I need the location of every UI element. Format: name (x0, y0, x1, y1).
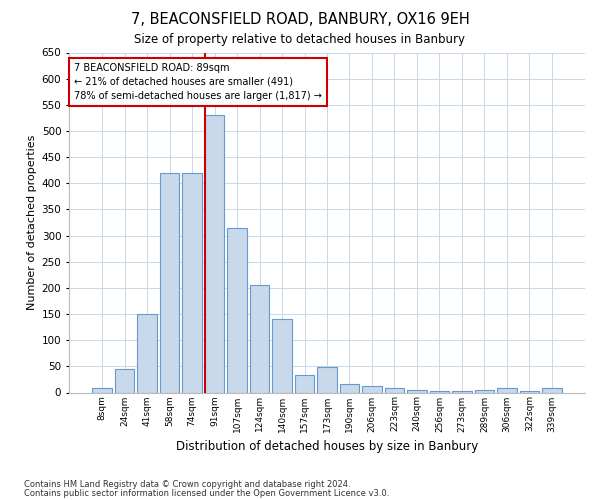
X-axis label: Distribution of detached houses by size in Banbury: Distribution of detached houses by size … (176, 440, 478, 453)
Bar (475, 390, 494, 392)
Bar (137, 314, 157, 392)
Bar (407, 390, 427, 392)
Bar (295, 375, 314, 392)
Text: Contains public sector information licensed under the Open Government Licence v3: Contains public sector information licen… (24, 488, 389, 498)
Bar (452, 391, 472, 392)
Bar (205, 116, 224, 392)
Bar (520, 391, 539, 392)
Text: Contains HM Land Registry data © Crown copyright and database right 2024.: Contains HM Land Registry data © Crown c… (24, 480, 350, 489)
Bar (497, 388, 517, 392)
Y-axis label: Number of detached properties: Number of detached properties (28, 135, 37, 310)
Text: Size of property relative to detached houses in Banbury: Size of property relative to detached ho… (134, 32, 466, 46)
Bar (542, 388, 562, 392)
Bar (227, 228, 247, 392)
Bar (160, 173, 179, 392)
Bar (340, 384, 359, 392)
Bar (182, 173, 202, 392)
Bar (430, 391, 449, 392)
Bar (385, 388, 404, 392)
Bar (115, 369, 134, 392)
Text: 7 BEACONSFIELD ROAD: 89sqm
← 21% of detached houses are smaller (491)
78% of sem: 7 BEACONSFIELD ROAD: 89sqm ← 21% of deta… (74, 62, 322, 100)
Bar (250, 286, 269, 393)
Bar (317, 368, 337, 392)
Bar (362, 386, 382, 392)
Bar (272, 320, 292, 392)
Bar (92, 388, 112, 392)
Text: 7, BEACONSFIELD ROAD, BANBURY, OX16 9EH: 7, BEACONSFIELD ROAD, BANBURY, OX16 9EH (131, 12, 469, 28)
